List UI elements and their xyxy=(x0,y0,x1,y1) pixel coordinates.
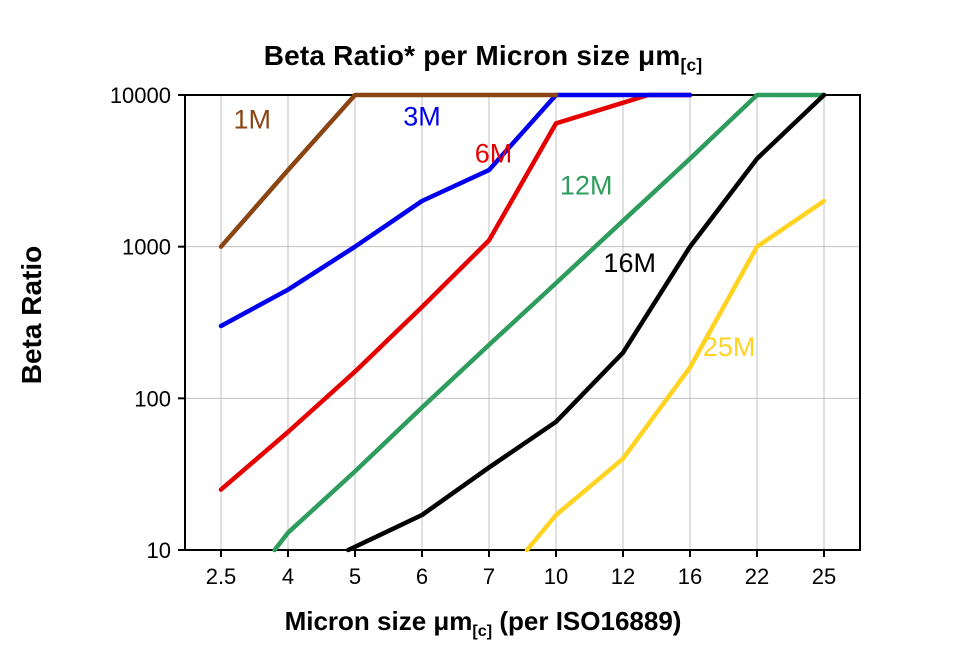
y-tick-label: 1000 xyxy=(122,235,171,260)
x-axis-label-text: Micron size xyxy=(284,606,434,636)
x-axis-label-subscript: [c] xyxy=(472,621,493,640)
series-line-6M xyxy=(218,92,693,492)
plot-border xyxy=(184,94,861,551)
x-axis-label: Micron size μm[c] (per ISO16889) xyxy=(0,606,966,640)
y-tick-label: 100 xyxy=(134,386,171,411)
y-tick-label: 10 xyxy=(147,538,171,563)
x-tick-label: 4 xyxy=(282,564,294,589)
series-line-3M xyxy=(218,92,693,329)
series-label-1M: 1M xyxy=(234,105,272,135)
x-tick-label: 25 xyxy=(812,564,836,589)
series-label-12M: 12M xyxy=(560,171,613,201)
chart-title-mu: μm xyxy=(638,40,681,71)
series-line-1M xyxy=(218,92,559,249)
x-axis-label-mu: μm xyxy=(433,606,473,636)
series-label-16M: 16M xyxy=(603,248,656,278)
series-label-25M: 25M xyxy=(703,332,756,362)
x-tick-label: 12 xyxy=(611,564,635,589)
x-axis-label-suffix: (per ISO16889) xyxy=(492,606,682,636)
series-label-3M: 3M xyxy=(403,101,441,131)
x-tick-label: 16 xyxy=(678,564,702,589)
series-line-25M xyxy=(524,198,827,553)
x-tick-label: 10 xyxy=(544,564,568,589)
series-line-12M xyxy=(272,92,827,553)
x-tick-label: 2.5 xyxy=(206,564,237,589)
x-tick-label: 7 xyxy=(483,564,495,589)
x-tick-label: 22 xyxy=(745,564,769,589)
chart-title-text: Beta Ratio* per Micron size xyxy=(263,40,639,71)
x-tick-label: 6 xyxy=(416,564,428,589)
series-line-16M xyxy=(346,92,827,553)
x-tick-label: 5 xyxy=(349,564,361,589)
y-axis-label: Beta Ratio xyxy=(16,245,47,385)
chart-title-subscript: [c] xyxy=(680,55,703,76)
y-tick-label: 10000 xyxy=(110,83,171,108)
series-label-6M: 6M xyxy=(475,138,513,168)
chart-title: Beta Ratio* per Micron size μm[c] xyxy=(0,40,966,76)
